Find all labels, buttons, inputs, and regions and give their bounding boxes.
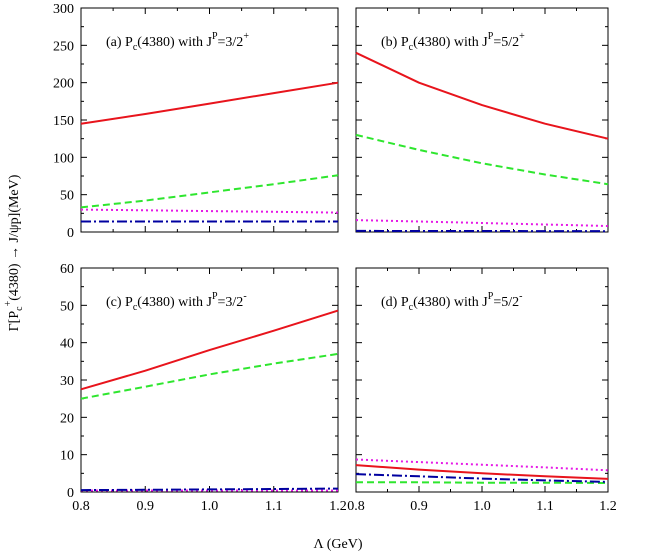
panel-3-y-tick-label-3: 30 — [60, 374, 74, 389]
panel-1-y-tick-label-5: 250 — [53, 39, 74, 54]
panel-1-y-tick-label-2: 100 — [53, 151, 74, 166]
panel-3-series-3-line — [80, 487, 339, 492]
panel-3-series-1-line — [80, 352, 339, 400]
panel-1-label: (a) Pc(4380) with JP=3/2+ — [106, 31, 249, 53]
panel-4-x-tick-label-3: 1.1 — [536, 499, 554, 514]
panel-3-x-tick-label-4: 1.2 — [329, 499, 347, 514]
panel-1-series-1-line — [80, 174, 339, 209]
panel-4-x-tick-label-0: 0.8 — [347, 499, 365, 514]
panel-4-x-tick-label-2: 1.0 — [473, 499, 491, 514]
panel-2-series-1-line — [355, 133, 609, 186]
panel-4-series-0-line — [355, 464, 609, 480]
panel-1-y-tick-label-0: 0 — [67, 226, 74, 241]
panel-4-series-3-line — [355, 473, 609, 483]
panel-3-y-tick-label-2: 20 — [60, 411, 74, 426]
panel-4-label: (d) Pc(4380) with JP=5/2- — [381, 291, 522, 313]
panel-4-x-tick-label-1: 0.9 — [410, 499, 428, 514]
panel-3-label: (c) Pc(4380) with JP=3/2- — [106, 291, 247, 313]
panel-3-x-tick-label-3: 1.1 — [265, 499, 283, 514]
panel-4-series-1-line — [356, 481, 609, 484]
panel-3-x-tick-label-1: 0.9 — [137, 499, 155, 514]
panel-3-y-tick-label-0: 0 — [67, 486, 74, 501]
panel-3-y-tick-label-1: 10 — [60, 449, 74, 464]
panel-1-y-tick-label-1: 50 — [60, 189, 74, 204]
panel-4-series-2-line — [355, 458, 609, 472]
panel-1-y-tick-label-6: 300 — [53, 2, 74, 17]
panel-3-x-tick-label-0: 0.8 — [72, 499, 90, 514]
panel-1-series-0-line — [80, 81, 339, 125]
panel-3-y-tick-label-4: 40 — [60, 337, 74, 352]
panel-1-y-tick-label-3: 150 — [53, 114, 74, 129]
panel-3-x-tick-label-2: 1.0 — [201, 499, 219, 514]
panel-1-series-2-line — [80, 208, 339, 214]
panel-1-y-tick-label-4: 200 — [53, 77, 74, 92]
panel-2-series-0-line — [355, 51, 609, 140]
panel-2-label: (b) Pc(4380) with JP=5/2+ — [381, 31, 525, 53]
x-axis-title: Λ (GeV) — [313, 537, 362, 552]
y-axis-title: Γ[Pc+(4380) → J/ψp](MeV) — [3, 174, 25, 331]
panel-4-x-tick-label-4: 1.2 — [599, 499, 617, 514]
panel-3-y-tick-label-6: 60 — [60, 262, 74, 277]
panel-2-series-2-line — [355, 219, 609, 227]
panel-3-y-tick-label-5: 50 — [60, 299, 74, 314]
panel-3-series-0-line — [80, 309, 339, 391]
